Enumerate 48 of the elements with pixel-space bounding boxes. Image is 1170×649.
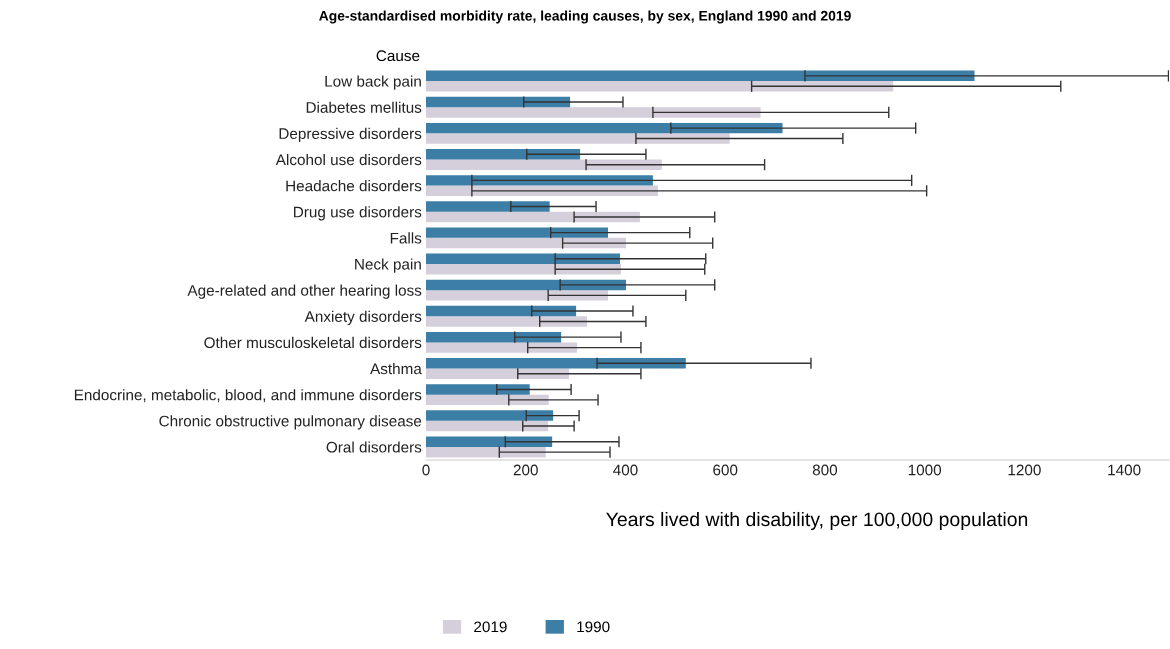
bar [426, 368, 570, 379]
bar [426, 253, 620, 264]
x-axis-title: Years lived with disability, per 100,000 population [606, 511, 1028, 531]
chart-title: Age-standardised morbidity rate, leading causes, by sex, England 1990 and 2019 [319, 10, 851, 24]
x-tick-label: 1400 [1108, 464, 1141, 476]
bar [426, 290, 609, 301]
y-tick-label: Age-related and other hearing loss [187, 284, 422, 299]
y-tick-label: Neck pain [355, 258, 421, 273]
bar [426, 384, 530, 395]
y-tick-label: Low back pain [325, 75, 421, 90]
bar [426, 107, 761, 118]
x-tick-label: 1000 [908, 464, 942, 476]
bar [426, 264, 621, 275]
x-tick-label: 400 [613, 464, 638, 476]
legend-label: 1990 [577, 621, 610, 633]
y-tick-label: Drug use disorders [294, 206, 422, 221]
bar [426, 410, 554, 421]
y-tick-label: Endocrine, metabolic, blood, and immune disorders [74, 389, 422, 403]
bar [426, 201, 550, 212]
legend-label: 2019 [474, 621, 507, 633]
bar [426, 227, 609, 238]
x-tick-label: 0 [422, 464, 430, 476]
bar [426, 159, 662, 170]
bar [426, 175, 653, 186]
y-tick-label: Anxiety disorders [304, 310, 422, 325]
bar [426, 133, 730, 144]
y-tick-label: Headache disorders [286, 180, 422, 192]
bar [426, 70, 975, 82]
y-tick-label: Chronic obstructive pulmonary disease [159, 415, 422, 430]
bar [426, 436, 553, 447]
bar [426, 149, 581, 160]
x-tick-label: 600 [713, 464, 738, 476]
y-tick-label: Oral disorders [326, 441, 422, 453]
y-tick-label: Depressive disorders [279, 127, 422, 143]
y-tick-label: Alcohol use disorders [275, 153, 422, 166]
y-tick-label: Other musculoskeletal disorders [204, 336, 422, 349]
bar [426, 342, 578, 353]
bar [426, 358, 686, 369]
y-axis-title: Cause [376, 50, 420, 62]
x-tick-label: 1200 [1008, 464, 1041, 476]
x-tick-label: 200 [513, 464, 538, 476]
bar [426, 81, 894, 92]
y-tick-label: Diabetes mellitus [306, 101, 422, 113]
bar [426, 316, 588, 327]
y-tick-label: Asthma [370, 363, 422, 375]
bar [426, 420, 549, 432]
x-tick-label: 800 [812, 464, 838, 476]
y-tick-label: Falls [390, 232, 422, 244]
